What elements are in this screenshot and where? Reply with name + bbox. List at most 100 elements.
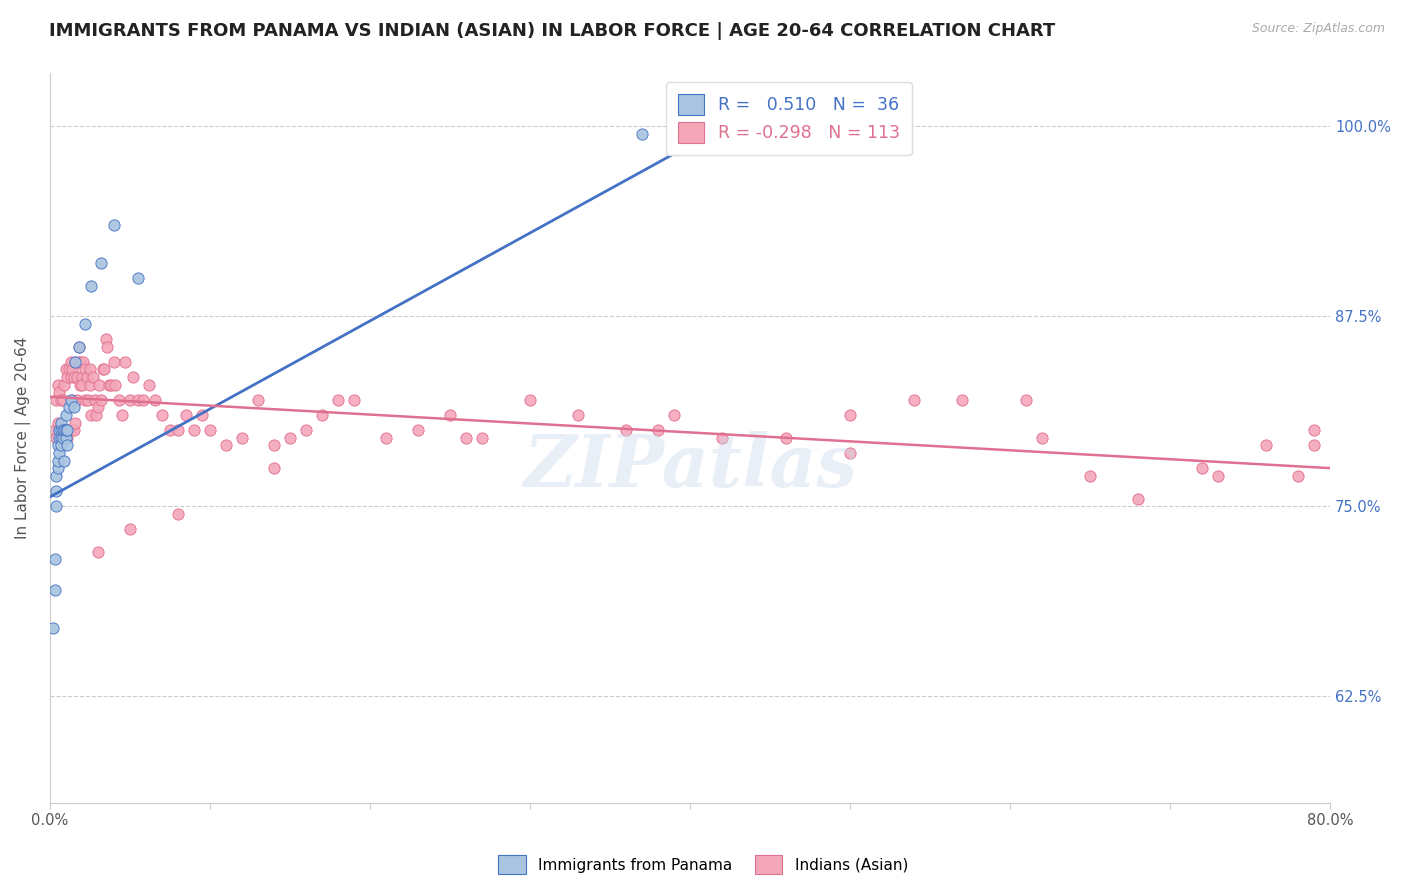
Point [62,423,84,437]
Point [131,392,153,407]
Point [166,507,188,521]
Point [76,370,98,384]
Point [1078,468,1101,483]
Point [59,355,82,369]
Point [1303,438,1326,452]
Point [51,423,73,437]
Point [65,355,87,369]
Point [53,377,76,392]
Point [60,392,83,407]
Point [166,423,188,437]
Point [406,423,429,437]
Point [55,362,77,376]
Point [775,431,797,445]
Point [45,431,67,445]
Point [1031,431,1053,445]
Point [183,423,205,437]
Point [839,408,862,422]
Point [1191,461,1213,475]
Point [263,438,285,452]
Point [647,423,669,437]
Point [114,355,136,369]
Point [111,408,134,422]
Point [107,392,129,407]
Point [191,408,214,422]
Point [49,431,72,445]
Point [45,483,67,498]
Point [70,377,93,392]
Y-axis label: In Labor Force | Age 20-64: In Labor Force | Age 20-64 [15,336,31,539]
Point [46,438,69,452]
Point [90,392,112,407]
Point [711,431,734,445]
Point [59,423,82,437]
Point [51,431,73,445]
Point [83,392,105,407]
Point [59,392,82,407]
Legend: R =   0.510   N =  36, R = -0.298   N = 113: R = 0.510 N = 36, R = -0.298 N = 113 [665,82,912,155]
Point [246,392,269,407]
Point [73,317,96,331]
Point [519,392,541,407]
Point [567,408,589,422]
Point [44,552,66,566]
Point [53,453,76,467]
Point [48,423,70,437]
Point [49,438,72,452]
Point [631,127,654,141]
Point [56,431,79,445]
Point [59,370,82,384]
Point [55,423,77,437]
Point [100,377,122,392]
Point [263,461,285,475]
Point [49,392,72,407]
Point [215,438,238,452]
Point [60,362,83,376]
Point [231,431,253,445]
Point [66,392,89,407]
Point [145,392,167,407]
Point [51,423,73,437]
Point [69,355,91,369]
Point [82,370,104,384]
Point [65,416,87,430]
Point [1015,392,1038,407]
Point [56,438,79,452]
Point [45,392,67,407]
Point [662,408,685,422]
Point [454,431,477,445]
Point [48,431,70,445]
Point [104,377,127,392]
Point [48,385,70,400]
Point [45,499,67,513]
Point [67,340,90,354]
Point [69,377,91,392]
Point [118,522,141,536]
Point [56,423,79,437]
Point [53,431,76,445]
Point [89,377,111,392]
Text: Source: ZipAtlas.com: Source: ZipAtlas.com [1251,22,1385,36]
Point [374,431,396,445]
Point [45,468,67,483]
Point [79,377,101,392]
Point [55,423,77,437]
Point [48,423,70,437]
Point [67,355,90,369]
Point [44,423,66,437]
Point [439,408,461,422]
Point [326,392,349,407]
Point [1128,491,1150,506]
Point [49,431,72,445]
Point [84,408,107,422]
Point [79,362,101,376]
Point [56,370,79,384]
Point [72,355,94,369]
Point [65,355,87,369]
Point [73,362,96,376]
Point [62,370,84,384]
Point [73,392,96,407]
Point [278,431,301,445]
Point [49,423,72,437]
Point [48,446,70,460]
